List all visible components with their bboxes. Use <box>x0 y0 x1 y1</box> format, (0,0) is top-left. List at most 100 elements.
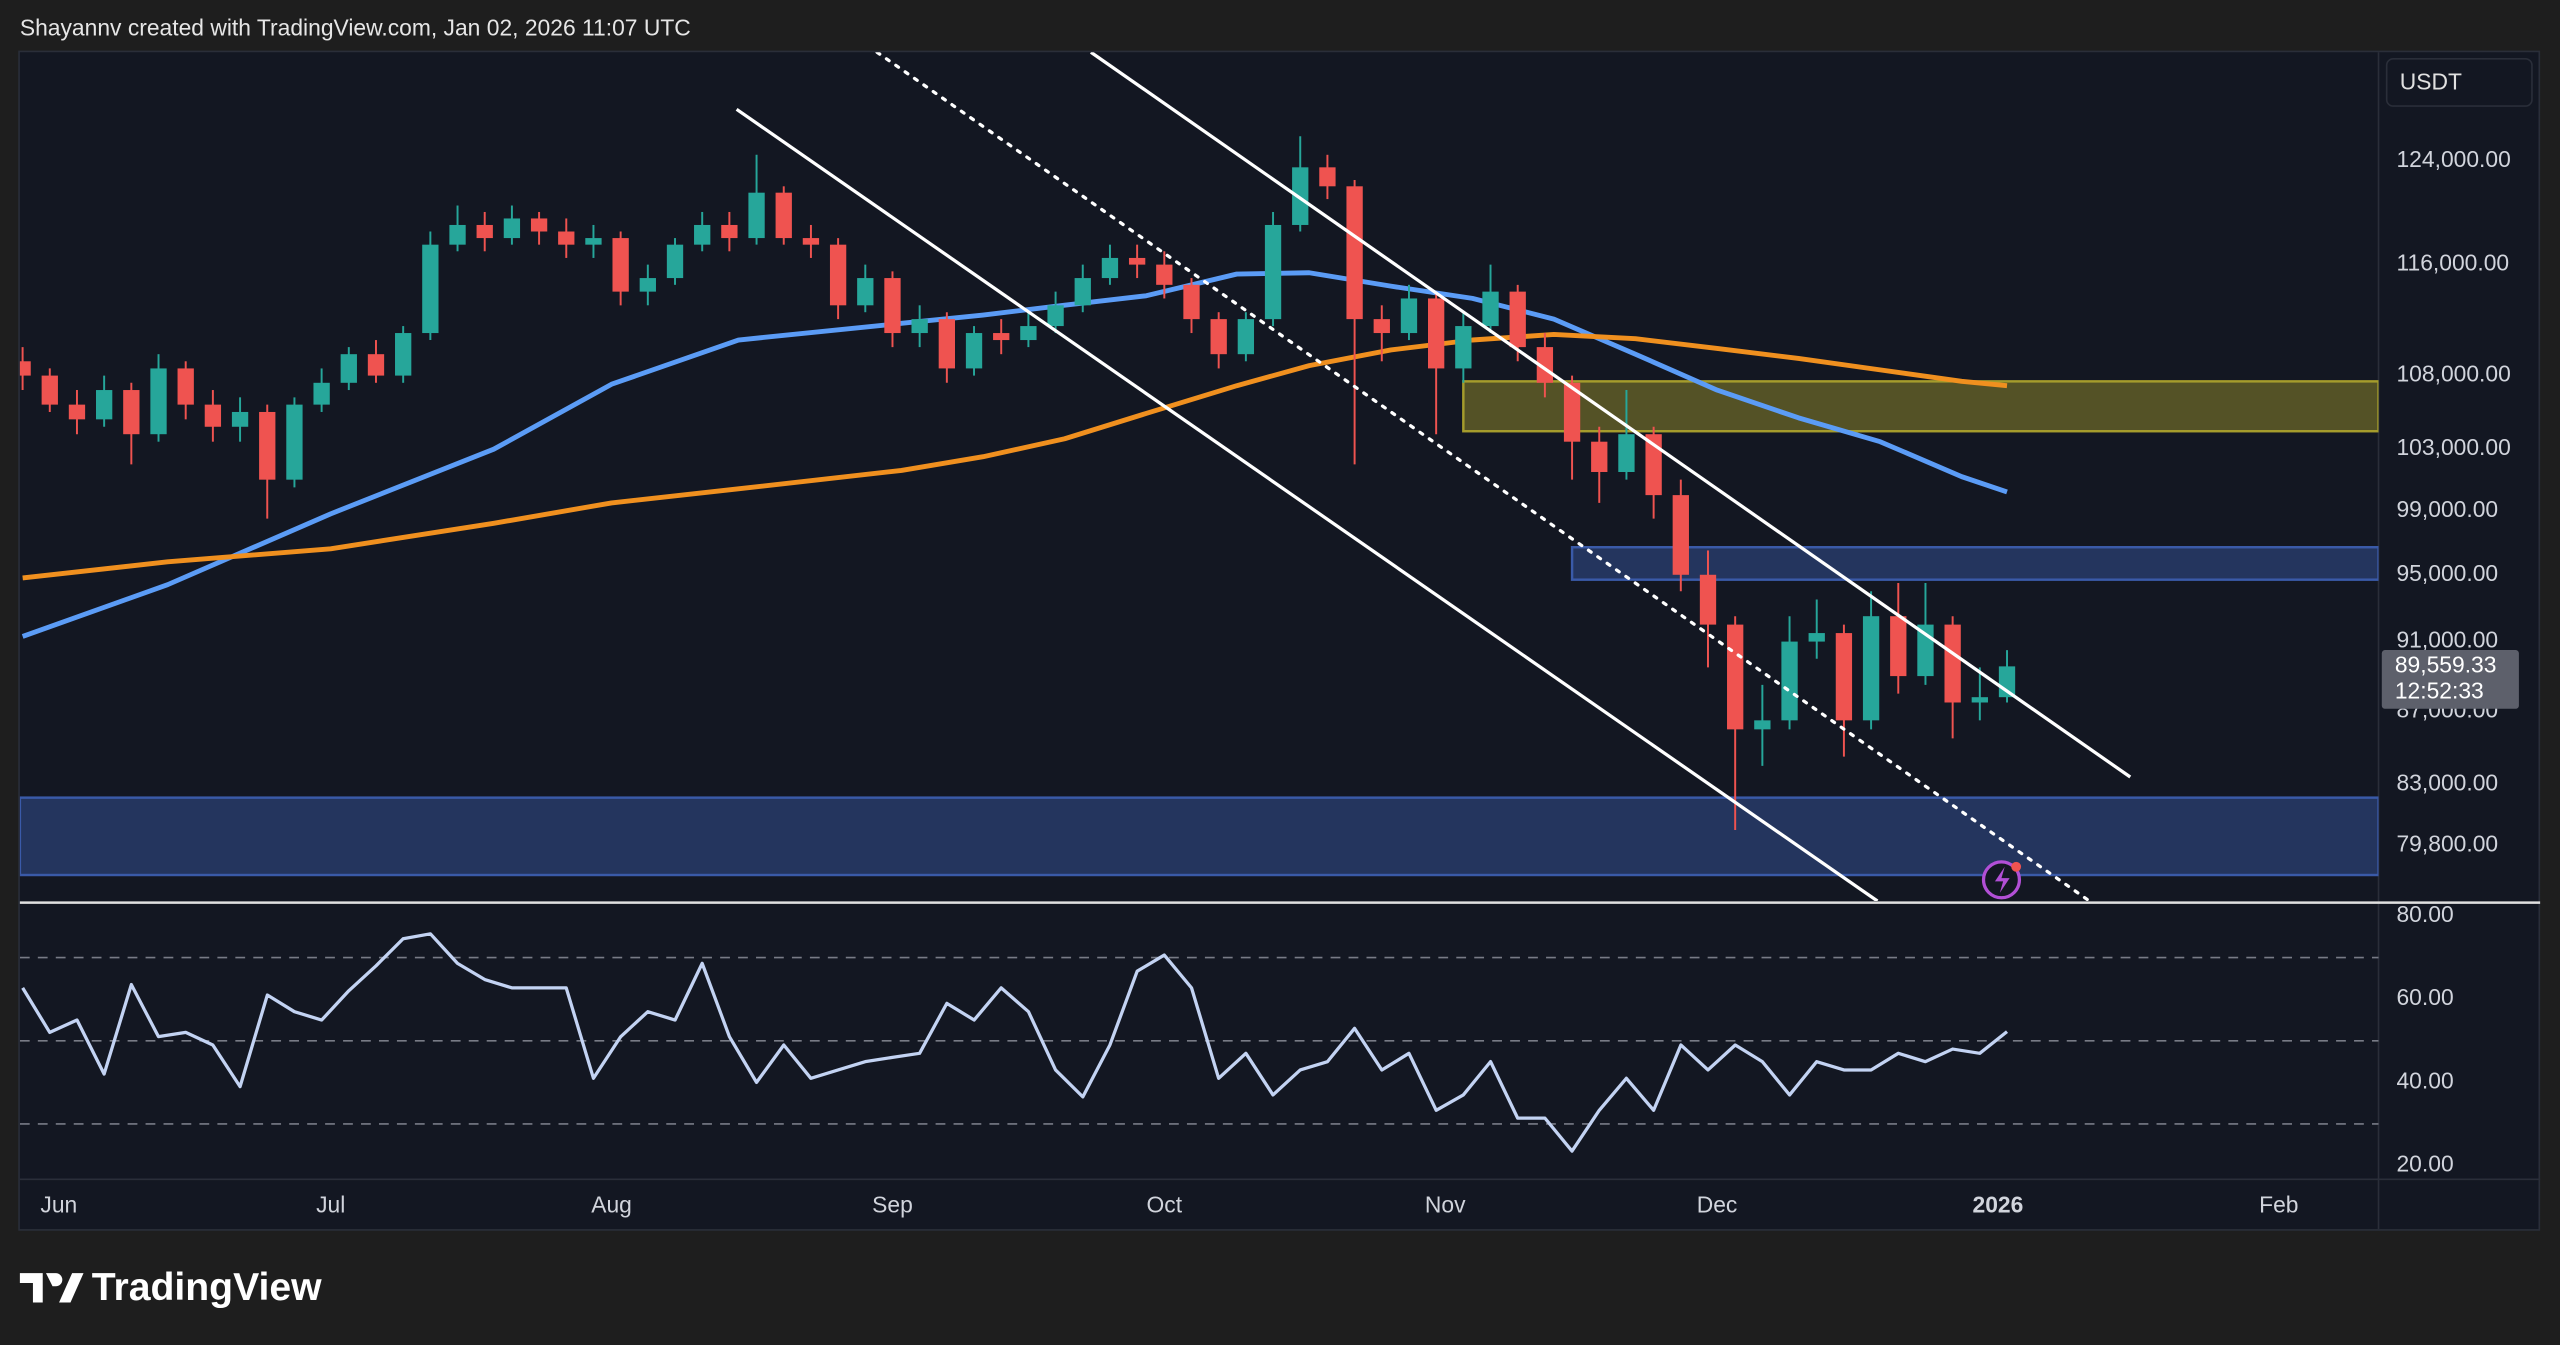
candle-body <box>1781 641 1798 721</box>
candle-body <box>1074 278 1091 306</box>
candle-body <box>422 244 439 334</box>
y-tick-label: 99,000.00 <box>2396 496 2498 522</box>
candle-body <box>666 244 684 279</box>
y-tick-label: 83,000.00 <box>2396 770 2498 796</box>
x-tick-label: Oct <box>1147 1191 1183 1217</box>
currency[interactable]: USDT <box>2400 68 2462 94</box>
candle-body <box>1210 319 1227 355</box>
candle-body <box>721 224 738 239</box>
candle-body <box>911 319 928 334</box>
candle-body <box>286 404 303 480</box>
candle-body <box>1699 574 1717 625</box>
candle-body <box>1591 441 1608 472</box>
candle-body <box>1346 186 1363 320</box>
rsi-tick-label: 20.00 <box>2396 1151 2453 1177</box>
moving-average <box>21 270 2008 639</box>
candle-body <box>340 354 357 383</box>
last-price-box <box>2381 650 2519 709</box>
candle-body <box>802 238 820 245</box>
trendline <box>735 107 1879 902</box>
candle-body <box>259 411 276 480</box>
candle-body <box>367 354 385 376</box>
candle-body <box>1509 291 1526 348</box>
candle-body <box>1020 326 1037 341</box>
x-tick-label: Jun <box>40 1191 77 1217</box>
candle-body <box>884 278 901 334</box>
candle-body <box>1971 697 1988 703</box>
header: Shayannv created with TradingView.com, J… <box>20 14 691 40</box>
rsi-line <box>21 932 2009 1153</box>
candle-body <box>1156 264 1173 285</box>
candle-body <box>1047 305 1064 327</box>
rsi-tick-label: 80.00 <box>2396 901 2453 927</box>
candle-body <box>1101 257 1119 279</box>
candle-body <box>1536 347 1554 383</box>
x-tick-label: Feb <box>2259 1191 2298 1217</box>
candle-body <box>1862 616 1880 721</box>
x-tick-label: 2026 <box>1973 1191 2024 1217</box>
candle-body <box>1482 291 1499 327</box>
brand: TradingView <box>92 1266 322 1309</box>
candle-body <box>449 224 466 245</box>
y-tick-label: 116,000.00 <box>2396 250 2509 276</box>
y-tick-label: 103,000.00 <box>2396 434 2510 460</box>
candle-body <box>558 231 575 245</box>
candle-body <box>938 319 956 369</box>
candle-body <box>68 404 86 420</box>
candle-body <box>1427 298 1445 369</box>
x-tick-label: Nov <box>1425 1191 1466 1217</box>
x-tick-label: Aug <box>591 1191 632 1217</box>
x-tick-label: Sep <box>872 1191 913 1217</box>
candle-body <box>476 224 493 239</box>
candle-body <box>95 390 113 420</box>
zone <box>19 796 2379 877</box>
rsi-tick-label: 60.00 <box>2396 984 2453 1010</box>
candle-body <box>1835 633 1853 721</box>
candle-body <box>1754 720 1771 730</box>
candle-body <box>857 278 874 306</box>
candle-body <box>1727 624 1744 730</box>
y-tick-label: 95,000.00 <box>2396 560 2498 586</box>
candle-body <box>612 238 629 292</box>
candle-body <box>748 192 765 239</box>
candle-body <box>1292 167 1309 225</box>
y-tick-label: 108,000.00 <box>2396 361 2510 387</box>
candle-body <box>503 218 521 239</box>
candle-body <box>1618 434 1635 472</box>
candle-body <box>1237 319 1255 355</box>
candle-body <box>395 333 412 376</box>
candle-body <box>123 390 140 435</box>
logo: TradingView <box>19 1266 322 1309</box>
candle-body <box>1808 633 1825 642</box>
y-tick-label: 79,800.00 <box>2396 831 2498 857</box>
candle-body <box>1563 382 1581 442</box>
candle-body <box>204 404 222 427</box>
alert-icon <box>1981 860 2022 900</box>
last-price: 89,559.33 <box>2395 651 2497 677</box>
candle-body <box>1455 326 1472 369</box>
candle-body <box>1400 298 1418 334</box>
candle-body <box>231 411 249 427</box>
currency-box[interactable] <box>2385 57 2533 107</box>
candle-body <box>1128 257 1146 265</box>
candle-body <box>694 224 711 245</box>
rsi-tick-label: 40.00 <box>2396 1067 2453 1093</box>
candle-body <box>530 218 548 232</box>
y-tick-label: 124,000.00 <box>2396 146 2510 172</box>
candle-body <box>313 382 330 405</box>
x-tick-label: Jul <box>316 1191 345 1217</box>
candle-body <box>585 238 602 245</box>
candle-body <box>775 192 792 239</box>
candle-body <box>1672 495 1689 575</box>
candle-body <box>829 244 847 306</box>
candle-body <box>993 333 1010 341</box>
candle-body <box>1373 319 1390 334</box>
x-tick-label: Dec <box>1697 1191 1738 1217</box>
countdown: 12:52:33 <box>2395 678 2484 704</box>
candle-body <box>1319 167 1336 187</box>
candle-body <box>965 333 983 369</box>
candle-body <box>1890 616 1907 677</box>
trendline <box>875 52 2092 902</box>
